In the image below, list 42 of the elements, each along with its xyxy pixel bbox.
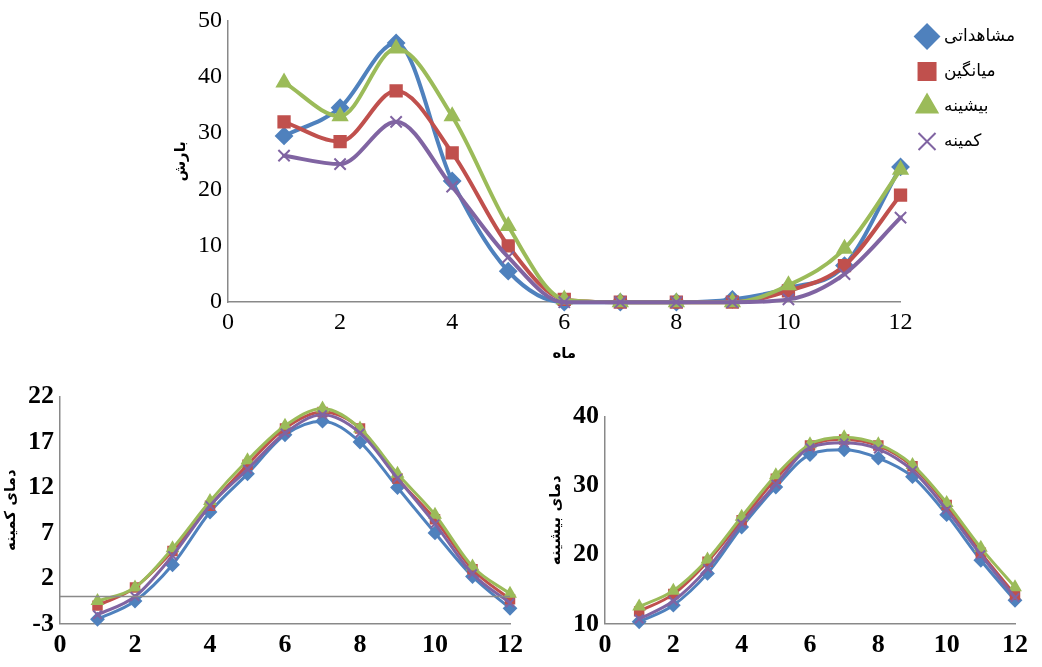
x-tick-label: 8 xyxy=(353,629,367,659)
legend-label: مشاهداتی xyxy=(944,24,1016,45)
y-tick-label: -3 xyxy=(32,607,54,637)
x-tick-label: 8 xyxy=(670,307,683,334)
x-tick-label: 12 xyxy=(497,629,523,659)
y-axis-title: بارش xyxy=(170,141,189,182)
y-tick-label: 10 xyxy=(573,607,599,637)
x-tick-label: 6 xyxy=(558,307,571,334)
x-tick-label: 4 xyxy=(203,629,217,659)
y-tick-label: 30 xyxy=(198,118,222,145)
x-tick-label: 6 xyxy=(278,629,292,659)
x-tick-label: 4 xyxy=(735,629,749,659)
x-tick-label: 8 xyxy=(871,629,885,659)
x-axis-title: ماه xyxy=(552,343,577,362)
y-tick-label: 0 xyxy=(210,287,222,314)
x-tick-label: 12 xyxy=(888,307,913,334)
legend-label: میانگین xyxy=(944,59,996,80)
y-tick-label: 10 xyxy=(198,231,222,258)
y-tick-label: 40 xyxy=(198,62,222,89)
y-tick-label: 20 xyxy=(198,174,222,201)
y-tick-label: 12 xyxy=(28,471,54,501)
x-tick-label: 2 xyxy=(128,629,142,659)
x-tick-label: 6 xyxy=(803,629,817,659)
x-tick-label: 2 xyxy=(334,307,347,334)
y-axis-title: دمای بیشینه xyxy=(545,474,564,566)
legend-label: بیشینه xyxy=(944,94,989,115)
legend-label: کمینه xyxy=(944,129,983,150)
x-tick-label: 10 xyxy=(776,307,801,334)
y-tick-label: 2 xyxy=(41,562,54,592)
y-tick-label: 40 xyxy=(573,400,599,430)
y-tick-label: 30 xyxy=(573,469,599,499)
x-tick-label: 10 xyxy=(933,629,960,659)
y-tick-label: 22 xyxy=(28,380,54,410)
x-tick-label: 10 xyxy=(422,629,448,659)
y-tick-label: 50 xyxy=(198,5,222,32)
y-tick-label: 7 xyxy=(41,516,54,546)
x-tick-label: 4 xyxy=(446,307,459,334)
y-axis-title: دمای کمینه xyxy=(0,469,19,552)
y-tick-label: 17 xyxy=(28,425,54,455)
y-tick-label: 20 xyxy=(573,538,599,568)
x-tick-label: 12 xyxy=(1002,629,1028,659)
x-tick-label: 2 xyxy=(666,629,680,659)
